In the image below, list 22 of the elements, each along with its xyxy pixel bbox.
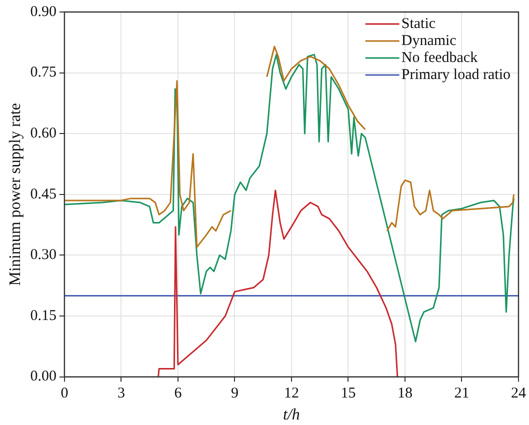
x-tick-label: 21 [454, 386, 470, 402]
x-tick-label: 9 [230, 386, 238, 402]
y-tick-label: 0.15 [30, 308, 56, 324]
x-tick-label: 3 [117, 386, 125, 402]
x-tick-label: 24 [511, 386, 526, 402]
legend-label: Primary load ratio [401, 66, 510, 83]
y-tick-label: 0.00 [30, 368, 56, 385]
y-tick-label: 0.60 [30, 126, 56, 142]
y-tick-label: 0.90 [30, 4, 56, 20]
legend-label: Dynamic [401, 32, 457, 49]
x-tick-label: 0 [60, 386, 68, 402]
y-tick-label: 0.30 [30, 247, 56, 264]
x-axis-title: t/h [283, 406, 300, 424]
x-tick-label: 12 [284, 386, 299, 402]
y-tick-label: 0.45 [30, 186, 56, 202]
x-tick-label: 6 [174, 386, 182, 402]
x-tick-label: 18 [397, 386, 412, 402]
x-tick-label: 15 [340, 386, 356, 402]
legend-label: Static [401, 16, 436, 32]
legend-label: No feedback [401, 50, 478, 66]
y-tick-label: 0.75 [30, 64, 56, 81]
y-axis-title: Minimum power supply rate [6, 103, 24, 286]
